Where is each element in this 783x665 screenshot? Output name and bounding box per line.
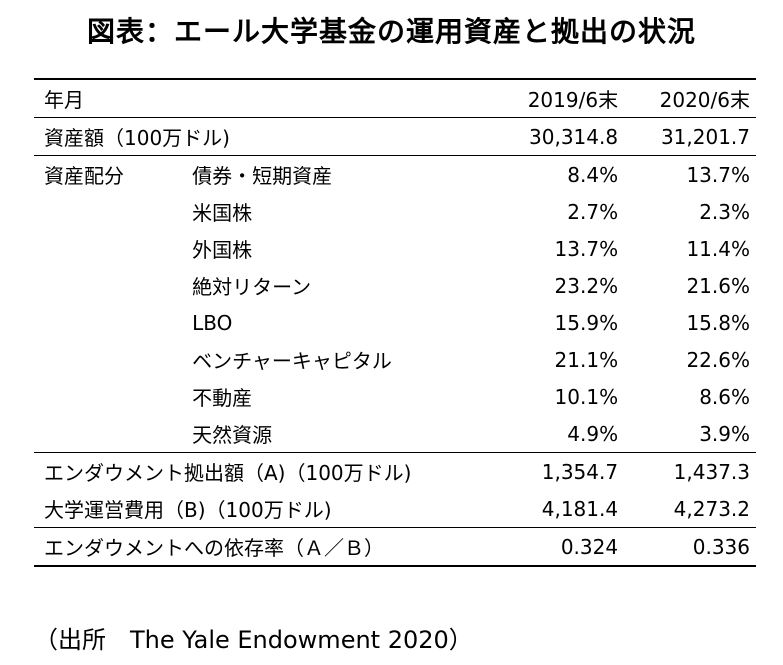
allocation-item-name: 外国株 xyxy=(192,238,253,262)
allocation-item-2019: 15.9% xyxy=(554,310,619,335)
allocation-row: 外国株 13.7% 11.4% xyxy=(34,230,756,267)
allocation-item-name: 天然資源 xyxy=(192,423,273,447)
allocation-item-2020: 22.6% xyxy=(686,347,750,372)
allocation-row: 天然資源 4.9% 3.9% xyxy=(34,415,756,453)
allocation-row: 不動産 10.1% 8.6% xyxy=(34,378,756,415)
allocation-row: ベンチャーキャピタル 21.1% 22.6% xyxy=(34,341,756,378)
allocation-item-2020: 15.8% xyxy=(686,310,750,335)
allocation-item-2020: 21.6% xyxy=(686,273,750,298)
header-row: 年月 2019/6末 2020/6末 xyxy=(34,78,756,118)
allocation-item-2019: 10.1% xyxy=(554,384,619,409)
assets-2019: 30,314.8 xyxy=(489,117,625,156)
costs-2019: 4,181.4 xyxy=(541,496,619,521)
allocation-row: LBO 15.9% 15.8% xyxy=(34,304,756,341)
allocation-item-name: 絶対リターン xyxy=(192,275,312,299)
col-2020-header: 2020/6末 xyxy=(624,78,756,118)
ratio-label: エンダウメントへの依存率（Ａ／Ｂ） xyxy=(34,527,490,567)
allocation-item-2020: 8.6% xyxy=(699,384,750,409)
ratio-row: エンダウメントへの依存率（Ａ／Ｂ） 0.324 0.336 xyxy=(34,527,756,567)
allocation-item-name: ベンチャーキャピタル xyxy=(192,349,392,373)
allocation-item-name: 不動産 xyxy=(192,386,253,410)
allocation-item-2020: 2.3% xyxy=(699,199,750,224)
allocation-row: 絶対リターン 23.2% 21.6% xyxy=(34,267,756,304)
figure-title: 図表：エール大学基金の運用資産と拠出の状況 xyxy=(86,15,696,48)
costs-label: 大学運営費用（B)（100万ドル) xyxy=(44,498,332,522)
allocation-item-2019: 23.2% xyxy=(554,273,619,298)
source-note: （出所 The Yale Endowment 2020） xyxy=(34,626,473,654)
ratio-2019: 0.324 xyxy=(489,527,625,567)
allocation-label: 資産配分 xyxy=(34,155,193,193)
assets-2020: 31,201.7 xyxy=(624,117,756,156)
ratio-2020: 0.336 xyxy=(624,527,756,567)
allocation-row: 米国株 2.7% 2.3% xyxy=(34,193,756,230)
allocation-item-2020: 3.9% xyxy=(699,421,750,446)
col-2019-header: 2019/6末 xyxy=(489,78,625,118)
endowment-row: エンダウメント拠出額（A)（100万ドル) 1,354.7 1,437.3 xyxy=(34,452,756,490)
allocation-item-2020: 11.4% xyxy=(686,236,750,261)
year-month-label: 年月 xyxy=(34,78,490,118)
allocation-item-2020: 13.7% xyxy=(624,155,756,193)
allocation-item-2019: 21.1% xyxy=(554,347,619,372)
allocation-item-name: 米国株 xyxy=(192,201,253,225)
costs-2020: 4,273.2 xyxy=(673,496,750,521)
allocation-item-2019: 2.7% xyxy=(567,199,619,224)
allocation-item-2019: 4.9% xyxy=(567,421,619,446)
assets-label: 資産額（100万ドル) xyxy=(34,117,490,156)
allocation-item-2019: 8.4% xyxy=(489,155,625,193)
endowment-2019: 1,354.7 xyxy=(489,452,625,490)
allocation-item-name: LBO xyxy=(192,310,233,335)
allocation-item-name: 債券・短期資産 xyxy=(192,155,490,193)
allocation-item-2019: 13.7% xyxy=(554,236,619,261)
allocation-row: 資産配分 債券・短期資産 8.4% 13.7% xyxy=(34,155,756,193)
assets-row: 資産額（100万ドル) 30,314.8 31,201.7 xyxy=(34,117,756,156)
costs-row: 大学運営費用（B)（100万ドル) 4,181.4 4,273.2 xyxy=(34,490,756,528)
endowment-table: 年月 2019/6末 2020/6末 資産額（100万ドル) 30,314.8 … xyxy=(34,78,756,567)
endowment-2020: 1,437.3 xyxy=(624,452,756,490)
endowment-label: エンダウメント拠出額（A)（100万ドル) xyxy=(34,452,490,490)
